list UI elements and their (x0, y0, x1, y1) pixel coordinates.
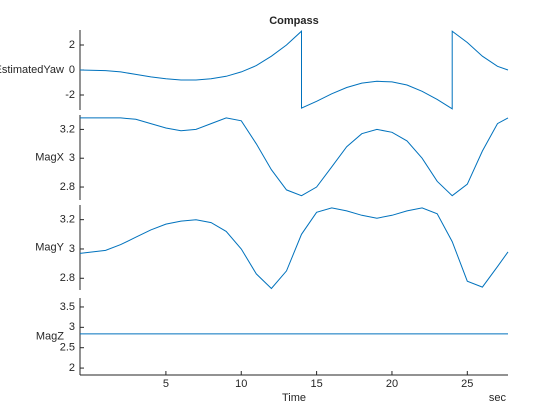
y-tick-label: 2 (69, 39, 75, 51)
y-tick-label: 2.8 (60, 272, 75, 284)
x-unit-label: sec (489, 392, 507, 404)
data-line (79, 30, 509, 110)
y-tick-label: -2 (65, 89, 75, 101)
x-tick-label: 5 (163, 378, 169, 390)
y-tick-label: 3.2 (60, 123, 75, 135)
x-tick-label: 10 (235, 378, 247, 390)
y-tick-label: 2.8 (60, 181, 75, 193)
y-axis-label: MagX (35, 151, 64, 163)
data-line (80, 117, 509, 197)
y-axis-label: MagY (35, 241, 64, 253)
chart-title: Compass (269, 15, 319, 27)
x-axis-label: Time (282, 392, 306, 404)
y-axis-label: EstimatedYaw (0, 64, 64, 76)
x-tick-label: 15 (310, 378, 322, 390)
x-tick-label: 25 (461, 378, 473, 390)
y-tick-label: 3 (69, 321, 75, 333)
data-line (79, 207, 509, 290)
y-axis-label: MagZ (36, 330, 64, 342)
x-tick-label: 20 (386, 378, 398, 390)
y-tick-label: 2 (69, 362, 75, 374)
y-tick-label: 3 (69, 243, 75, 255)
y-tick-label: 3 (69, 152, 75, 164)
y-tick-label: 3.5 (60, 301, 75, 313)
y-tick-label: 0 (69, 64, 75, 76)
y-tick-label: 2.5 (60, 342, 75, 354)
y-tick-label: 3.2 (60, 214, 75, 226)
